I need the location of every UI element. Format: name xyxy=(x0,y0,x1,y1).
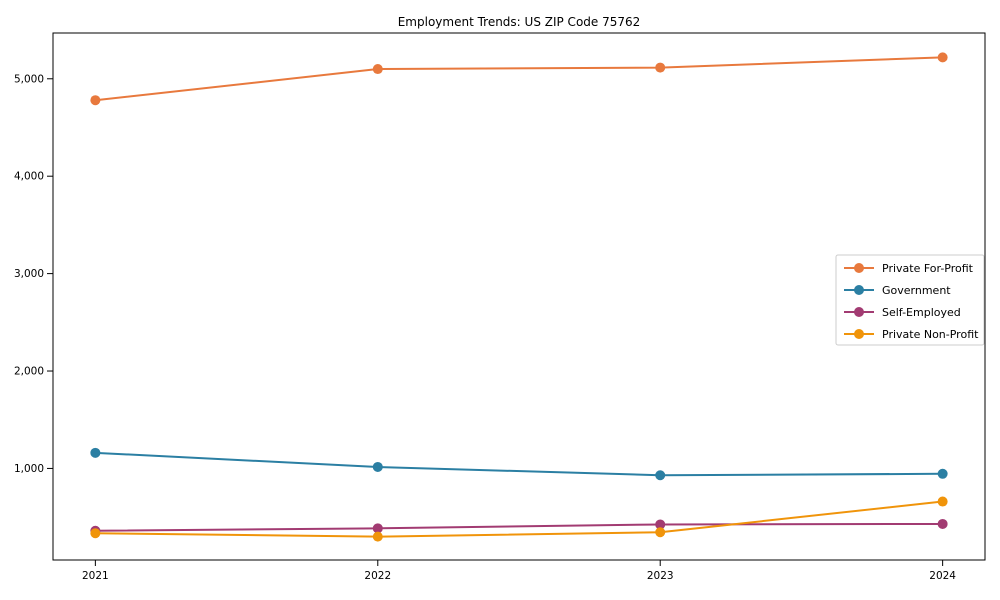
series-line-self-employed xyxy=(94,522,944,532)
data-point-private-for-profit-2021 xyxy=(90,95,101,106)
chart-title: Employment Trends: US ZIP Code 75762 xyxy=(398,15,641,29)
plot-area: 1,000 2,000 3,000 4,000 5,000 2021 2022 2023 202… xyxy=(14,32,986,582)
y-tick-label: 1,000 xyxy=(14,463,44,475)
data-point-government-2023 xyxy=(655,470,666,481)
data-point-self-employed-2023 xyxy=(655,519,666,530)
data-point-private-non-profit-2023 xyxy=(655,527,666,538)
legend-label: Self-Employed xyxy=(882,306,961,319)
data-point-private-for-profit-2024 xyxy=(937,52,948,63)
legend-label: Government xyxy=(882,284,951,297)
y-tick-label: 5,000 xyxy=(14,73,44,85)
data-point-private-non-profit-2022 xyxy=(372,531,383,542)
legend-marker xyxy=(854,263,864,273)
x-tick-label: 2022 xyxy=(364,570,391,582)
legend-marker xyxy=(854,307,864,317)
series-line-government xyxy=(94,451,944,477)
legend-label: Private For-Profit xyxy=(882,262,974,275)
series-line-private-for-profit xyxy=(94,56,944,102)
data-point-government-2022 xyxy=(372,461,383,472)
data-point-private-for-profit-2022 xyxy=(372,64,383,75)
x-tick-label: 2021 xyxy=(82,570,109,582)
legend-marker xyxy=(854,329,864,339)
y-tick-label: 2,000 xyxy=(14,366,44,378)
data-point-private-for-profit-2023 xyxy=(655,62,666,73)
legend-marker xyxy=(854,285,864,295)
x-tick-label: 2024 xyxy=(929,570,956,582)
y-tick-label: 4,000 xyxy=(14,171,44,183)
data-point-private-non-profit-2021 xyxy=(90,528,101,539)
data-point-government-2024 xyxy=(937,468,948,479)
legend-label: Private Non-Profit xyxy=(882,328,979,341)
legend-box xyxy=(835,254,985,346)
data-point-private-non-profit-2024 xyxy=(937,496,948,507)
data-point-self-employed-2022 xyxy=(372,523,383,534)
y-tick-label: 3,000 xyxy=(14,268,44,280)
axes-frame xyxy=(52,32,986,561)
data-point-self-employed-2024 xyxy=(937,518,948,529)
data-point-government-2021 xyxy=(90,447,101,458)
series-line-private-non-profit xyxy=(94,500,944,538)
x-tick-label: 2023 xyxy=(647,570,674,582)
